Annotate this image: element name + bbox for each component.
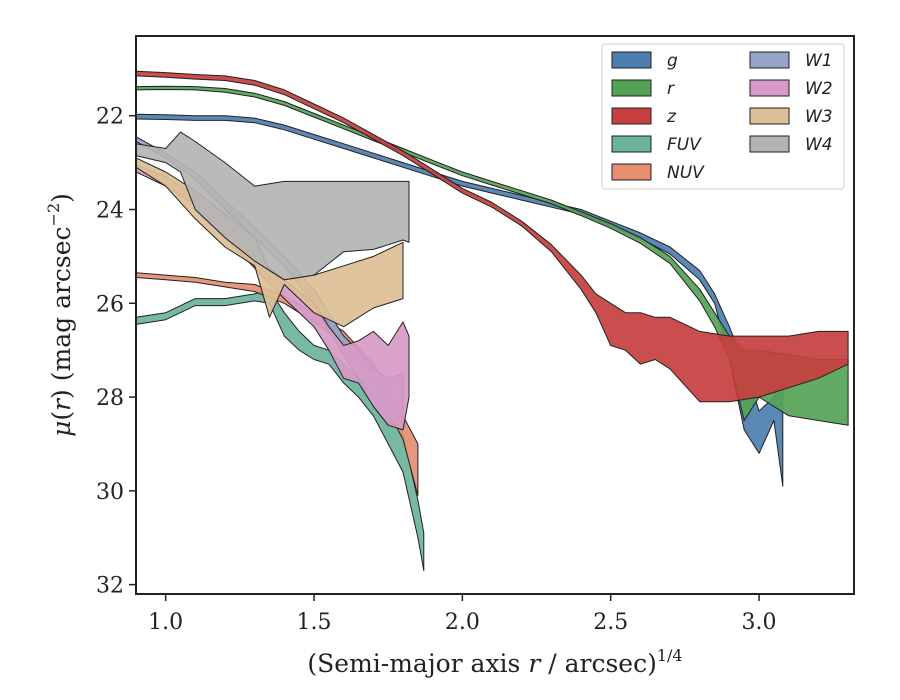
legend: grz FUV NUV W1 W2 W3 W4 (601, 43, 845, 190)
x-tick-label: 3.0 (742, 610, 777, 635)
y-axis-label-var: r (47, 397, 76, 411)
legend-label-w3: W3 (805, 107, 833, 127)
legend-swatch-r (611, 79, 652, 97)
y-axis-label-mu: μ (47, 421, 76, 437)
x-tick-label: 2.0 (445, 610, 480, 635)
y-axis-label-close: ) (47, 389, 76, 399)
legend-label-nuv: NUV (667, 163, 705, 183)
y-axis-label-open: ( (47, 411, 76, 421)
legend-swatch-w2 (749, 79, 790, 97)
y-tick-label: 24 (96, 198, 124, 223)
series-band-g (136, 113, 784, 487)
y-tick-label: 22 (96, 105, 124, 130)
y-axis-label: μ(r) (mag arcsec−2) (44, 193, 76, 437)
legend-items: grz FUV NUV W1 W2 W3 W4 (611, 51, 833, 183)
y-axis-label-unit: (mag arcsec (47, 226, 76, 389)
x-tick-label: 1.0 (148, 610, 183, 635)
series-band-nuv (136, 272, 419, 496)
series-layer (136, 70, 849, 572)
y-axis-ticks: 22 24 26 28 30 32 (96, 105, 136, 599)
series-band-w4 (136, 131, 410, 281)
legend-label-z: z (666, 107, 677, 127)
x-axis-ticks: 1.0 1.5 2.0 2.5 3.0 (148, 594, 777, 635)
series-band-fuv (136, 288, 425, 572)
legend-swatch-w3 (749, 107, 790, 125)
legend-swatch-w4 (749, 135, 790, 153)
x-axis-label-prefix: (Semi-major axis (307, 649, 528, 678)
legend-label-r: r (667, 79, 675, 99)
legend-label-w2: W2 (805, 79, 833, 99)
y-tick-label: 28 (96, 386, 124, 411)
x-tick-label: 1.5 (297, 610, 332, 635)
x-tick-label: 2.5 (593, 610, 628, 635)
legend-swatch-nuv (611, 163, 652, 181)
y-tick-label: 26 (96, 292, 124, 317)
series-band-z (136, 70, 849, 403)
legend-label-g: g (667, 51, 678, 71)
x-axis-label-var: r (528, 649, 542, 678)
legend-swatch-g (611, 51, 652, 69)
legend-swatch-w1 (749, 51, 790, 69)
y-axis-label-end: ) (47, 193, 76, 203)
plot-frame (135, 35, 855, 595)
legend-label-fuv: FUV (667, 135, 702, 155)
y-tick-label: 32 (96, 574, 124, 599)
x-axis-label: (Semi-major axis r / arcsec)1/4 (307, 646, 682, 678)
legend-label-w4: W4 (805, 135, 833, 155)
legend-swatch-fuv (611, 135, 652, 153)
legend-swatch-z (611, 107, 652, 125)
legend-label-w1: W1 (805, 51, 833, 71)
x-axis-label-sup: 1/4 (657, 646, 683, 665)
x-axis-label-middle: / arcsec) (540, 649, 657, 678)
y-tick-label: 30 (96, 480, 124, 505)
y-axis-label-sup: −2 (44, 203, 63, 227)
